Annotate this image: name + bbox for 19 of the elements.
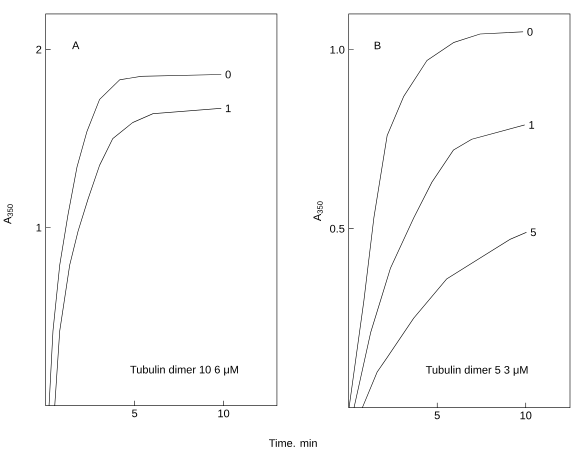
x-tick-label: 10 <box>520 412 532 420</box>
y-tick-label: 0.5 <box>330 225 344 233</box>
x-tick-label: 5 <box>434 412 440 420</box>
annotation: A <box>72 42 80 50</box>
series-label: 5 <box>530 228 536 236</box>
y-tick-label: 2 <box>36 46 42 54</box>
series-label: 0 <box>226 70 231 79</box>
annotation: Tubulin dimer 10 6 μM <box>130 366 238 376</box>
series-label: 1 <box>226 104 231 112</box>
series-label: 1 <box>529 121 534 129</box>
annotation: Tubulin dimer 5 3 μM <box>426 366 528 376</box>
y-tick-label: 1.0 <box>330 46 344 54</box>
annotation: B <box>374 42 381 50</box>
series-label: 0 <box>527 28 533 36</box>
y-axis-title: A$_{350}$ <box>313 201 323 222</box>
x-tick-label: 10 <box>218 410 230 418</box>
y-axis-title: A$_{350}$ <box>4 204 13 224</box>
x-axis-title: Time. min <box>269 439 317 448</box>
x-tick-label: 5 <box>132 410 138 418</box>
